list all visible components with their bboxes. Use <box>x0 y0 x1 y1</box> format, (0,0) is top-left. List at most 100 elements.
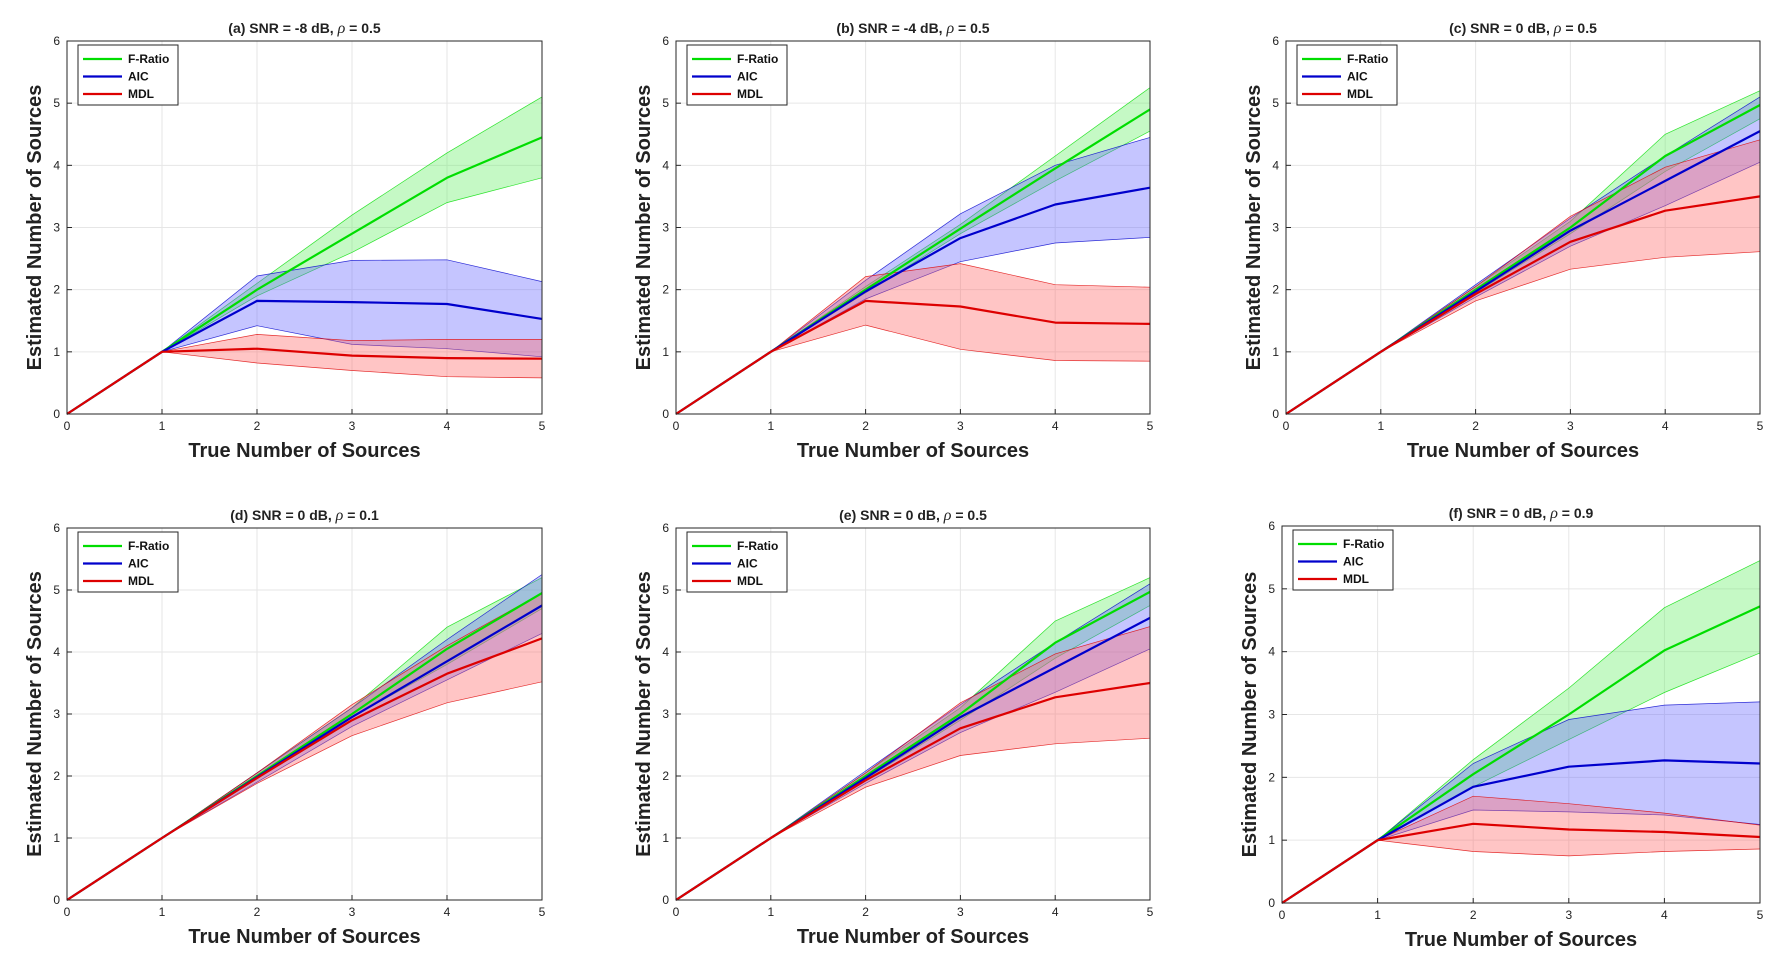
x-axis-label: True Number of Sources <box>1405 929 1637 951</box>
y-tick-label: 1 <box>53 831 60 845</box>
line-mdl <box>675 299 1151 415</box>
line-mdl <box>1281 822 1761 904</box>
legend-label-mdl: MDL <box>737 574 763 588</box>
subplot-title: (b) SNR = -4 dB, ρ = 0.5 <box>836 20 989 37</box>
title-prefix: (d) SNR = 0 dB, <box>230 507 335 523</box>
y-tick-label: 3 <box>1272 221 1279 235</box>
title-rho-symbol: ρ <box>943 507 952 524</box>
y-tick-label: 2 <box>1268 770 1275 784</box>
y-tick-label: 3 <box>53 707 60 721</box>
legend-label-f-ratio: F-Ratio <box>1343 537 1384 551</box>
y-axis-label: Estimated Number of Sources <box>633 571 655 857</box>
y-tick-label: 2 <box>53 769 60 783</box>
x-tick-label: 0 <box>64 419 71 433</box>
x-tick-label: 4 <box>1052 419 1059 433</box>
y-tick-label: 3 <box>1268 708 1275 722</box>
band-f-ratio <box>67 577 542 900</box>
title-prefix: (b) SNR = -4 dB, <box>836 20 946 36</box>
title-suffix: = 0.1 <box>343 507 379 523</box>
y-tick-label: 5 <box>53 583 60 597</box>
x-tick-label: 4 <box>444 905 451 919</box>
y-tick-label: 6 <box>1268 519 1275 533</box>
subplot-title: (e) SNR = 0 dB, ρ = 0.5 <box>839 507 987 524</box>
x-tick-label: 2 <box>1472 419 1479 433</box>
y-tick-label: 4 <box>1268 645 1275 659</box>
y-tick-label: 0 <box>53 893 60 907</box>
y-tick-label: 4 <box>662 158 669 172</box>
x-tick-label: 2 <box>1470 908 1477 922</box>
title-rho-symbol: ρ <box>337 20 346 37</box>
legend-label-aic: AIC <box>737 70 758 84</box>
x-tick-label: 5 <box>1147 419 1154 433</box>
title-suffix: = 0.5 <box>951 507 987 523</box>
x-axis-label: True Number of Sources <box>797 440 1029 462</box>
y-tick-label: 6 <box>53 521 60 535</box>
x-tick-label: 0 <box>64 905 71 919</box>
y-tick-label: 0 <box>53 407 60 421</box>
y-tick-label: 0 <box>662 893 669 907</box>
x-tick-label: 0 <box>673 419 680 433</box>
y-tick-label: 4 <box>53 158 60 172</box>
y-tick-label: 6 <box>53 34 60 48</box>
legend-label-aic: AIC <box>1343 555 1364 569</box>
x-axis-label: True Number of Sources <box>188 440 420 462</box>
band-aic <box>676 137 1150 414</box>
y-tick-label: 0 <box>1272 407 1279 421</box>
band-f-ratio <box>1282 560 1760 903</box>
subplot-title: (d) SNR = 0 dB, ρ = 0.1 <box>230 507 379 524</box>
legend-label-mdl: MDL <box>128 574 154 588</box>
x-tick-label: 3 <box>957 419 964 433</box>
y-axis-label: Estimated Number of Sources <box>1243 85 1265 371</box>
y-tick-label: 6 <box>662 34 669 48</box>
legend: F-Ratio AIC MDL <box>1292 529 1394 591</box>
band-mdl <box>1286 139 1760 415</box>
legend: F-Ratio AIC MDL <box>77 44 179 106</box>
x-tick-label: 1 <box>1377 419 1384 433</box>
legend-label-aic: AIC <box>128 70 149 84</box>
legend-label-f-ratio: F-Ratio <box>737 52 778 66</box>
y-tick-label: 0 <box>662 407 669 421</box>
y-tick-label: 1 <box>1272 345 1279 359</box>
x-tick-label: 1 <box>159 419 166 433</box>
y-axis-label: Estimated Number of Sources <box>24 571 46 857</box>
x-tick-label: 2 <box>862 419 869 433</box>
line-mdl <box>66 637 543 901</box>
band-aic <box>67 259 542 414</box>
y-axis-label: Estimated Number of Sources <box>1239 572 1261 858</box>
y-axis-label: Estimated Number of Sources <box>633 85 655 371</box>
legend: F-Ratio AIC MDL <box>686 531 788 593</box>
legend-label-f-ratio: F-Ratio <box>128 52 169 66</box>
band-mdl <box>676 626 1150 900</box>
title-rho-symbol: ρ <box>945 20 954 37</box>
band-mdl <box>676 263 1150 414</box>
x-tick-label: 4 <box>1052 905 1059 919</box>
x-axis-label: True Number of Sources <box>188 926 420 948</box>
y-tick-label: 2 <box>662 283 669 297</box>
subplot-e: 0 1 2 3 4 5 0 1 2 3 4 5 6 True Number of Sources Estim… <box>633 507 1154 948</box>
x-tick-label: 3 <box>349 419 356 433</box>
x-tick-label: 3 <box>957 905 964 919</box>
y-tick-label: 4 <box>53 645 60 659</box>
legend: F-Ratio AIC MDL <box>77 531 179 593</box>
legend-label-f-ratio: F-Ratio <box>737 539 778 553</box>
legend-label-aic: AIC <box>128 557 149 571</box>
x-tick-label: 1 <box>767 905 774 919</box>
x-tick-label: 5 <box>539 905 546 919</box>
y-tick-label: 1 <box>53 345 60 359</box>
y-tick-label: 3 <box>662 707 669 721</box>
subplot-title: (f) SNR = 0 dB, ρ = 0.9 <box>1449 505 1594 522</box>
y-tick-label: 3 <box>662 221 669 235</box>
y-tick-label: 3 <box>53 221 60 235</box>
x-tick-label: 3 <box>1565 908 1572 922</box>
x-tick-label: 1 <box>159 905 166 919</box>
y-tick-label: 1 <box>662 345 669 359</box>
x-tick-label: 3 <box>1567 419 1574 433</box>
title-rho-symbol: ρ <box>1553 20 1562 37</box>
x-tick-label: 2 <box>862 905 869 919</box>
title-suffix: = 0.5 <box>345 20 381 36</box>
subplot-title: (c) SNR = 0 dB, ρ = 0.5 <box>1449 20 1597 37</box>
title-prefix: (e) SNR = 0 dB, <box>839 507 944 523</box>
x-tick-label: 5 <box>1757 908 1764 922</box>
band-aic <box>1286 96 1760 415</box>
x-tick-label: 1 <box>767 419 774 433</box>
